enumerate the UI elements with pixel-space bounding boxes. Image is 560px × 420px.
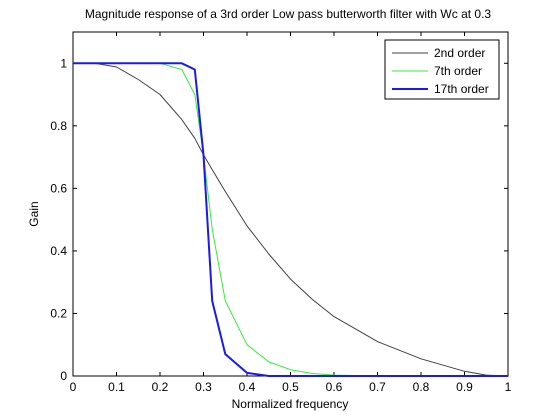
x-tick-label: 0.3: [195, 380, 212, 394]
y-tick-label: 0.4: [50, 244, 67, 258]
x-tick-label: 0.7: [369, 380, 386, 394]
series-lines: [73, 62, 509, 377]
x-tick-label: 0.8: [413, 380, 430, 394]
y-axis-label: Gain: [27, 201, 41, 226]
legend: 2nd order 7th order 17th order: [384, 39, 500, 100]
x-tick-label: 0.2: [152, 380, 169, 394]
y-tick-label: 0: [60, 369, 67, 383]
x-tick-label: 0.1: [108, 380, 125, 394]
chart-title: Magnitude response of a 3rd order Low pa…: [85, 7, 492, 21]
legend-label: 7th order: [434, 64, 482, 78]
y-axis-ticks: 0 0.2 0.4 0.6 0.8 1: [50, 56, 508, 383]
x-tick-label: 1: [505, 380, 512, 394]
x-axis-label: Normalized frequency: [232, 397, 349, 411]
y-tick-label: 0.2: [50, 306, 67, 320]
legend-label: 17th order: [434, 82, 489, 96]
legend-label: 2nd order: [434, 46, 485, 60]
x-tick-label: 0.4: [239, 380, 256, 394]
y-tick-label: 0.6: [50, 181, 67, 195]
series-line-1: [73, 62, 509, 377]
y-tick-label: 0.8: [50, 119, 67, 133]
series-line-3: [73, 62, 508, 377]
x-tick-label: 0: [70, 380, 77, 394]
x-tick-label: 0.9: [456, 380, 473, 394]
y-tick-label: 1: [60, 56, 67, 70]
x-tick-label: 0.6: [326, 380, 343, 394]
x-tick-label: 0.5: [282, 380, 299, 394]
x-axis-ticks: 0 0.1 0.2 0.3 0.4 0.5 0.6 0.7 0.8 0.9 1: [70, 32, 512, 394]
